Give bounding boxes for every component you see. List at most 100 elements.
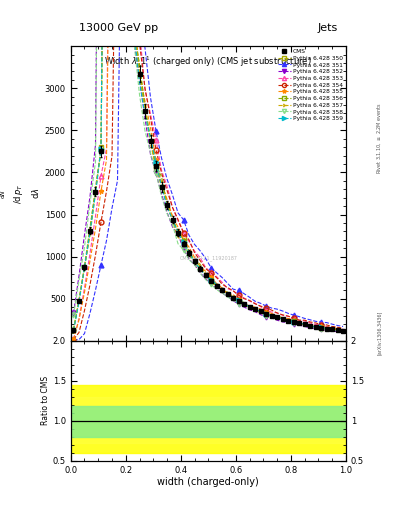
Pythia 6.428 357: [297, 320, 301, 326]
Pythia 6.428 358: [88, 200, 92, 206]
Pythia 6.428 354: [231, 288, 235, 294]
Pythia 6.428 355: [275, 313, 279, 319]
Pythia 6.428 356: [214, 284, 219, 290]
Pythia 6.428 352: [148, 152, 153, 158]
Pythia 6.428 359: [302, 321, 307, 327]
Pythia 6.428 358: [247, 306, 252, 312]
Pythia 6.428 356: [209, 277, 213, 283]
Pythia 6.428 350: [225, 289, 230, 295]
Pythia 6.428 351: [308, 317, 312, 323]
Line: Pythia 6.428 356: Pythia 6.428 356: [71, 0, 345, 333]
Line: Pythia 6.428 350: Pythia 6.428 350: [71, 0, 345, 333]
Pythia 6.428 351: [71, 336, 76, 343]
Pythia 6.428 352: [220, 290, 224, 296]
Y-axis label: Ratio to CMS: Ratio to CMS: [41, 376, 50, 425]
Pythia 6.428 356: [176, 228, 180, 234]
Pythia 6.428 350: [313, 324, 318, 330]
Pythia 6.428 359: [99, 145, 103, 152]
Pythia 6.428 359: [330, 326, 334, 332]
Pythia 6.428 352: [93, 142, 98, 148]
Pythia 6.428 351: [143, 45, 147, 51]
Pythia 6.428 350: [253, 305, 257, 311]
Y-axis label: $\frac{1}{\mathrm{d}N}$
$/ \mathrm{d}\,p_T$
$\mathrm{d}\lambda$: $\frac{1}{\mathrm{d}N}$ $/ \mathrm{d}\,p…: [0, 183, 40, 204]
Pythia 6.428 354: [198, 258, 202, 264]
Pythia 6.428 353: [187, 238, 191, 244]
Pythia 6.428 358: [214, 287, 219, 293]
Pythia 6.428 350: [137, 63, 142, 69]
Pythia 6.428 357: [313, 324, 318, 330]
Pythia 6.428 356: [319, 325, 323, 331]
Bar: [71, 385, 346, 453]
Pythia 6.428 359: [159, 184, 164, 190]
Pythia 6.428 358: [165, 210, 169, 217]
Pythia 6.428 355: [209, 273, 213, 280]
Pythia 6.428 351: [253, 298, 257, 304]
Pythia 6.428 351: [302, 315, 307, 322]
Pythia 6.428 358: [82, 244, 87, 250]
Pythia 6.428 350: [341, 328, 345, 334]
Pythia 6.428 352: [330, 328, 334, 334]
Pythia 6.428 354: [264, 305, 268, 311]
Pythia 6.428 355: [291, 317, 296, 323]
Pythia 6.428 356: [159, 174, 164, 180]
Pythia 6.428 351: [104, 238, 109, 244]
Pythia 6.428 357: [181, 239, 186, 245]
Pythia 6.428 356: [225, 290, 230, 296]
Pythia 6.428 359: [154, 159, 158, 165]
Pythia 6.428 355: [264, 309, 268, 315]
Pythia 6.428 351: [236, 287, 241, 293]
Pythia 6.428 351: [319, 319, 323, 325]
Pythia 6.428 354: [253, 301, 257, 307]
Pythia 6.428 352: [253, 309, 257, 315]
Pythia 6.428 353: [308, 320, 312, 326]
Pythia 6.428 358: [71, 312, 76, 318]
Pythia 6.428 355: [137, 72, 142, 78]
Pythia 6.428 354: [192, 249, 197, 255]
Pythia 6.428 354: [302, 317, 307, 323]
Pythia 6.428 354: [77, 329, 81, 335]
Pythia 6.428 356: [297, 321, 301, 327]
Pythia 6.428 351: [110, 205, 114, 211]
Pythia 6.428 352: [77, 273, 81, 279]
Pythia 6.428 354: [275, 310, 279, 316]
Pythia 6.428 359: [297, 320, 301, 326]
Pythia 6.428 351: [192, 241, 197, 247]
Pythia 6.428 352: [308, 325, 312, 331]
Pythia 6.428 350: [330, 326, 334, 332]
Pythia 6.428 353: [253, 300, 257, 306]
Text: CMS-SMP-21_11920187: CMS-SMP-21_11920187: [179, 255, 237, 261]
Pythia 6.428 353: [236, 292, 241, 298]
Pythia 6.428 358: [341, 329, 345, 335]
Pythia 6.428 354: [297, 317, 301, 323]
Pythia 6.428 352: [203, 276, 208, 282]
Pythia 6.428 357: [88, 232, 92, 239]
Pythia 6.428 358: [286, 319, 290, 325]
Pythia 6.428 356: [302, 322, 307, 328]
Pythia 6.428 350: [302, 321, 307, 327]
Pythia 6.428 357: [264, 311, 268, 317]
Pythia 6.428 352: [231, 297, 235, 304]
Pythia 6.428 355: [203, 268, 208, 274]
Pythia 6.428 352: [341, 329, 345, 335]
Pythia 6.428 353: [159, 167, 164, 174]
Pythia 6.428 356: [132, 31, 136, 37]
Pythia 6.428 353: [71, 336, 76, 343]
Pythia 6.428 351: [330, 321, 334, 327]
Pythia 6.428 355: [170, 214, 175, 220]
Pythia 6.428 359: [165, 204, 169, 210]
Pythia 6.428 354: [291, 315, 296, 321]
Pythia 6.428 353: [137, 27, 142, 33]
Pythia 6.428 355: [104, 157, 109, 163]
Pythia 6.428 358: [236, 301, 241, 307]
Pythia 6.428 351: [159, 155, 164, 161]
Pythia 6.428 353: [291, 315, 296, 322]
Pythia 6.428 350: [247, 304, 252, 310]
Pythia 6.428 359: [286, 317, 290, 324]
Pythia 6.428 355: [71, 336, 76, 343]
Pythia 6.428 355: [132, 12, 136, 18]
Pythia 6.428 352: [319, 326, 323, 332]
Pythia 6.428 356: [247, 304, 252, 310]
Pythia 6.428 359: [242, 300, 246, 306]
Pythia 6.428 357: [143, 106, 147, 113]
Pythia 6.428 354: [137, 40, 142, 46]
